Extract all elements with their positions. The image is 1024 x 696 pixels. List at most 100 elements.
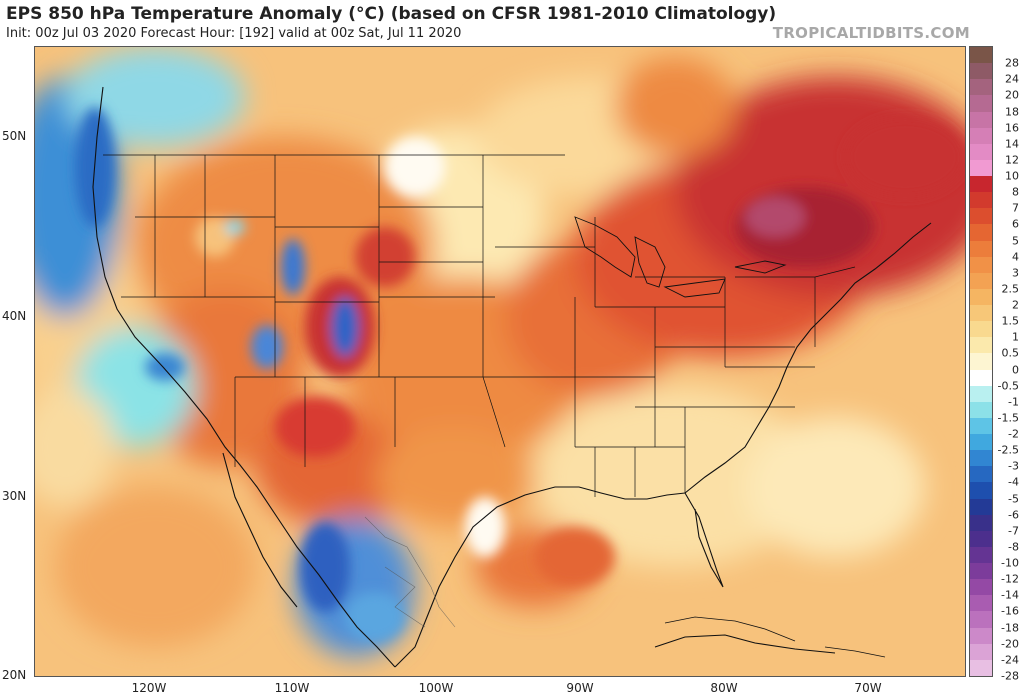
colorbar-tick-label: -28 bbox=[1001, 669, 1019, 683]
colorbar-tick-label: -3 bbox=[1008, 459, 1019, 473]
colorbar-swatch bbox=[970, 240, 992, 257]
colorbar-tick-label: -8 bbox=[1008, 540, 1019, 554]
colorbar-tick-label: -2 bbox=[1008, 427, 1019, 441]
colorbar-swatch bbox=[970, 224, 992, 241]
lat-label-20n: 20N bbox=[2, 668, 27, 682]
lon-label-90w: 90W bbox=[566, 681, 594, 695]
colorbar-swatch bbox=[970, 530, 992, 547]
map-subtitle: Init: 00z Jul 03 2020 Forecast Hour: [19… bbox=[6, 26, 462, 41]
colorbar-swatch bbox=[970, 659, 992, 676]
colorbar-swatch bbox=[970, 401, 992, 418]
colorbar-swatch bbox=[970, 466, 992, 483]
colorbar-tick-label: -14 bbox=[1001, 588, 1019, 602]
colorbar-swatch bbox=[970, 627, 992, 644]
colorbar-swatch bbox=[970, 143, 992, 160]
colorbar-tick-label: 14 bbox=[1005, 137, 1019, 151]
colorbar-tick-label: 3 bbox=[1012, 266, 1019, 280]
colorbar-swatch bbox=[970, 288, 992, 305]
caribbean-islands bbox=[664, 616, 886, 658]
colorbar-swatch bbox=[970, 498, 992, 515]
colorbar-swatch bbox=[970, 208, 992, 225]
colorbar-swatch bbox=[970, 111, 992, 128]
colorbar-swatch bbox=[970, 369, 992, 386]
colorbar bbox=[969, 46, 993, 677]
colorbar-tick-label: -12 bbox=[1001, 572, 1019, 586]
colorbar-tick-label: 24 bbox=[1005, 72, 1019, 86]
colorbar-swatch bbox=[970, 434, 992, 451]
colorbar-tick-label: 0 bbox=[1012, 363, 1019, 377]
lat-label-50n: 50N bbox=[2, 129, 27, 143]
colorbar-swatch bbox=[970, 127, 992, 144]
colorbar-tick-label: -20 bbox=[1001, 637, 1019, 651]
colorbar-swatch bbox=[970, 159, 992, 176]
lat-label-30n: 30N bbox=[2, 489, 27, 503]
lon-label-80w: 80W bbox=[710, 681, 738, 695]
colorbar-swatch bbox=[970, 417, 992, 434]
colorbar-tick-label: 2.5 bbox=[1001, 282, 1020, 296]
colorbar-tick-label: 10 bbox=[1005, 169, 1019, 183]
colorbar-swatch bbox=[970, 321, 992, 338]
colorbar-swatch bbox=[970, 353, 992, 370]
colorbar-swatch bbox=[970, 79, 992, 96]
colorbar-swatch bbox=[970, 256, 992, 273]
colorbar-tick-label: 2 bbox=[1012, 298, 1019, 312]
colorbar-swatch bbox=[970, 643, 992, 660]
colorbar-labels: 28 24 20 18 16 14 12 10 8 7 6 5 4 3 2.5 2 1.5 1 0.5 0 -0.5 -1… bbox=[996, 46, 1022, 683]
colorbar-swatch bbox=[970, 514, 992, 531]
colorbar-tick-label: -16 bbox=[1001, 604, 1019, 618]
anomaly-map bbox=[34, 46, 966, 677]
colorbar-tick-label: 8 bbox=[1012, 185, 1019, 199]
colorbar-swatch bbox=[970, 595, 992, 612]
colorbar-swatch bbox=[970, 385, 992, 402]
colorbar-tick-label: -7 bbox=[1008, 524, 1019, 538]
brand-watermark[interactable]: TROPICALTIDBITS.COM bbox=[772, 24, 970, 42]
colorbar-tick-label: 0.5 bbox=[1001, 346, 1020, 360]
colorbar-tick-label: 1 bbox=[1012, 330, 1019, 344]
colorbar-swatch bbox=[970, 563, 992, 580]
colorbar-tick-label: -2.5 bbox=[997, 443, 1019, 457]
colorbar-swatch bbox=[970, 579, 992, 596]
colorbar-swatch bbox=[970, 95, 992, 112]
colorbar-swatch bbox=[970, 63, 992, 80]
coastlines bbox=[92, 86, 932, 668]
anomaly-field-detail bbox=[75, 107, 965, 642]
lon-label-120w: 120W bbox=[131, 681, 167, 695]
state-borders bbox=[103, 154, 856, 497]
colorbar-swatch bbox=[970, 176, 992, 193]
colorbar-tick-label: 1.5 bbox=[1001, 314, 1020, 328]
colorbar-tick-label: 28 bbox=[1005, 56, 1019, 70]
colorbar-tick-label: -1 bbox=[1008, 395, 1019, 409]
colorbar-swatch bbox=[970, 47, 992, 64]
lat-label-40n: 40N bbox=[2, 309, 27, 323]
colorbar-tick-label: -18 bbox=[1001, 621, 1019, 635]
colorbar-tick-label: -10 bbox=[1001, 556, 1019, 570]
colorbar-swatch bbox=[970, 272, 992, 289]
colorbar-tick-label: -0.5 bbox=[997, 379, 1019, 393]
colorbar-tick-label: -5 bbox=[1008, 492, 1019, 506]
colorbar-tick-label: -4 bbox=[1008, 475, 1019, 489]
colorbar-tick-label: 7 bbox=[1012, 201, 1019, 215]
colorbar-tick-label: 18 bbox=[1005, 105, 1019, 118]
mexico-borders bbox=[364, 516, 456, 628]
colorbar-swatch bbox=[970, 611, 992, 628]
colorbar-tick-label: 12 bbox=[1005, 153, 1019, 167]
colorbar-tick-label: 16 bbox=[1005, 121, 1019, 135]
colorbar-swatch bbox=[970, 482, 992, 499]
colorbar-tick-label: -24 bbox=[1001, 653, 1019, 667]
map-title: EPS 850 hPa Temperature Anomaly (°C) (ba… bbox=[6, 4, 777, 24]
colorbar-swatch bbox=[970, 305, 992, 322]
great-lakes bbox=[574, 216, 787, 298]
colorbar-swatch bbox=[970, 450, 992, 467]
colorbar-tick-label: 20 bbox=[1005, 88, 1019, 102]
colorbar-swatch bbox=[970, 546, 992, 563]
lon-label-110w: 110W bbox=[274, 681, 310, 695]
colorbar-swatch bbox=[970, 337, 992, 354]
lon-label-100w: 100W bbox=[418, 681, 454, 695]
colorbar-tick-label: 5 bbox=[1012, 234, 1019, 248]
lon-label-70w: 70W bbox=[854, 681, 882, 695]
colorbar-tick-label: 6 bbox=[1012, 217, 1019, 231]
colorbar-tick-label: -1.5 bbox=[997, 411, 1019, 425]
colorbar-swatch bbox=[970, 192, 992, 209]
colorbar-tick-label: -6 bbox=[1008, 508, 1019, 522]
colorbar-tick-label: 4 bbox=[1012, 250, 1019, 264]
